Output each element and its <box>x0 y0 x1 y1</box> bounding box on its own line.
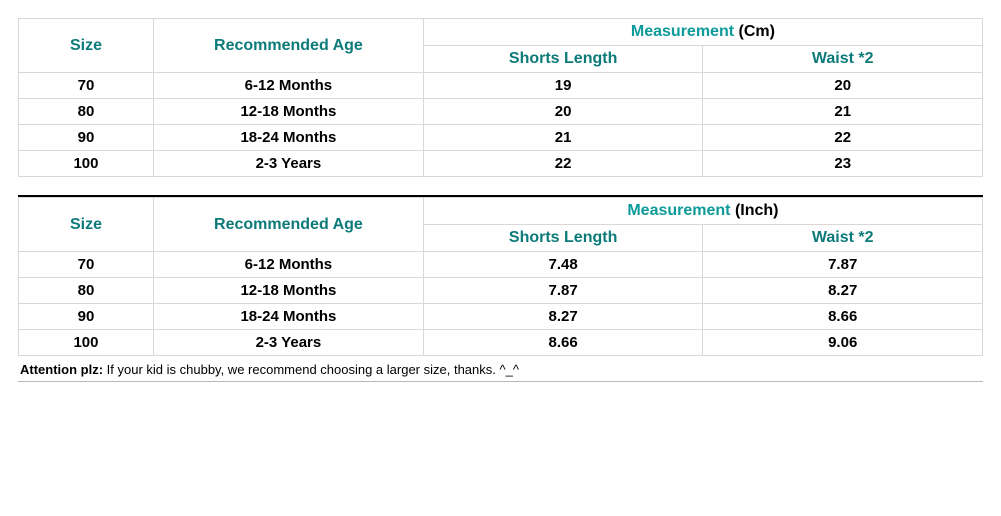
cell-waist: 23 <box>703 151 983 177</box>
cell-age: 2-3 Years <box>153 330 423 356</box>
table-row: 70 6-12 Months 7.48 7.87 <box>19 252 983 278</box>
size-table-cm: Size Recommended Age Measurement (Cm) Sh… <box>18 18 983 177</box>
cell-age: 18-24 Months <box>153 304 423 330</box>
attention-note: Attention plz: If your kid is chubby, we… <box>18 356 983 382</box>
measurement-label: Measurement <box>631 23 734 40</box>
cell-waist: 9.06 <box>703 330 983 356</box>
cell-shorts-length: 8.27 <box>423 304 703 330</box>
cell-size: 90 <box>19 304 154 330</box>
cell-waist: 21 <box>703 99 983 125</box>
table-row: 100 2-3 Years 8.66 9.06 <box>19 330 983 356</box>
table-row: 100 2-3 Years 22 23 <box>19 151 983 177</box>
table-spacer <box>18 177 983 195</box>
measurement-unit: (Inch) <box>731 202 779 219</box>
cell-shorts-length: 21 <box>423 125 703 151</box>
cell-age: 6-12 Months <box>153 252 423 278</box>
cell-waist: 8.66 <box>703 304 983 330</box>
cell-age: 18-24 Months <box>153 125 423 151</box>
header-measurement: Measurement (Inch) <box>423 198 982 225</box>
cell-size: 90 <box>19 125 154 151</box>
header-age: Recommended Age <box>153 19 423 73</box>
cell-shorts-length: 8.66 <box>423 330 703 356</box>
cell-shorts-length: 20 <box>423 99 703 125</box>
cell-shorts-length: 7.48 <box>423 252 703 278</box>
measurement-unit: (Cm) <box>734 23 775 40</box>
cell-age: 2-3 Years <box>153 151 423 177</box>
attention-text: If your kid is chubby, we recommend choo… <box>103 362 519 377</box>
attention-label: Attention plz: <box>20 362 103 377</box>
cell-age: 12-18 Months <box>153 99 423 125</box>
header-waist: Waist *2 <box>703 225 983 252</box>
cell-waist: 22 <box>703 125 983 151</box>
header-waist: Waist *2 <box>703 46 983 73</box>
cell-waist: 7.87 <box>703 252 983 278</box>
header-measurement: Measurement (Cm) <box>423 19 982 46</box>
table-row: 80 12-18 Months 20 21 <box>19 99 983 125</box>
table-row: 70 6-12 Months 19 20 <box>19 73 983 99</box>
cell-size: 80 <box>19 99 154 125</box>
table-row: 90 18-24 Months 8.27 8.66 <box>19 304 983 330</box>
cell-size: 100 <box>19 151 154 177</box>
header-shorts-length: Shorts Length <box>423 225 703 252</box>
cell-shorts-length: 22 <box>423 151 703 177</box>
cell-shorts-length: 19 <box>423 73 703 99</box>
header-shorts-length: Shorts Length <box>423 46 703 73</box>
header-age: Recommended Age <box>153 198 423 252</box>
size-chart-container: Size Recommended Age Measurement (Cm) Sh… <box>18 18 983 382</box>
cell-size: 80 <box>19 278 154 304</box>
table-row: 90 18-24 Months 21 22 <box>19 125 983 151</box>
cell-age: 6-12 Months <box>153 73 423 99</box>
cell-size: 70 <box>19 73 154 99</box>
cell-size: 70 <box>19 252 154 278</box>
measurement-label: Measurement <box>627 202 730 219</box>
cell-shorts-length: 7.87 <box>423 278 703 304</box>
size-table-inch: Size Recommended Age Measurement (Inch) … <box>18 197 983 356</box>
header-size: Size <box>19 19 154 73</box>
cell-waist: 8.27 <box>703 278 983 304</box>
cell-age: 12-18 Months <box>153 278 423 304</box>
header-size: Size <box>19 198 154 252</box>
cell-size: 100 <box>19 330 154 356</box>
cell-waist: 20 <box>703 73 983 99</box>
table-row: 80 12-18 Months 7.87 8.27 <box>19 278 983 304</box>
